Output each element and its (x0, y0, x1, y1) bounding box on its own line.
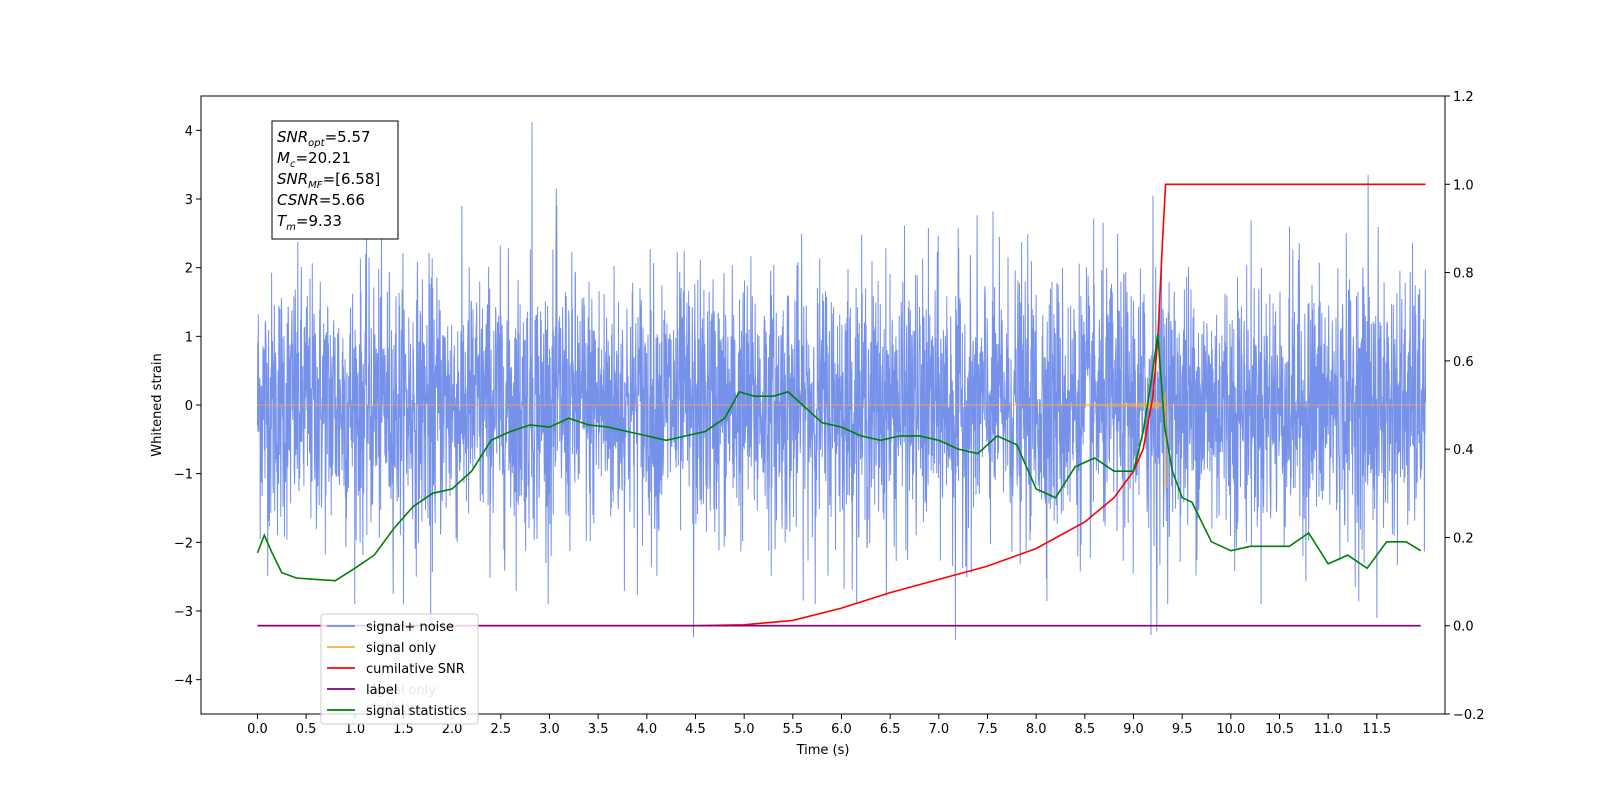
legend-label: signal only (366, 641, 436, 656)
y2-tick-label: 0.4 (1453, 443, 1474, 458)
annotation-line: Mc=20.21 (277, 149, 351, 170)
x-tick-label: 9.0 (1123, 722, 1144, 737)
series-signal-noise-line (257, 122, 1426, 640)
x-tick-label: 1.5 (393, 722, 414, 737)
x-tick-label: 8.5 (1074, 722, 1095, 737)
annotation-frame (271, 120, 399, 240)
series-cumilative-snr-line (257, 183, 1426, 627)
x-tick-label: 7.0 (928, 722, 949, 737)
x-tick-label: 2.5 (490, 722, 511, 737)
x-tick-label: 8.0 (1026, 722, 1047, 737)
x-tick-label: 2.0 (442, 722, 463, 737)
x-tick-label: 1.0 (344, 722, 365, 737)
legend: signal onlystatisticssignal+ noisesignal… (320, 613, 479, 725)
x-tick-label: 6.0 (831, 722, 852, 737)
legend-label: signal statistics (366, 704, 467, 719)
series-signal-statistics-line (256, 334, 1422, 582)
y-tick-label: 1 (185, 330, 193, 345)
y-tick-label: −3 (174, 605, 193, 620)
y2-tick-label: −0.2 (1453, 708, 1485, 723)
x-tick-label: 5.5 (782, 722, 803, 737)
annotation-box: SNRopt=5.57Mc=20.21SNRMF=[6.58]CSNR=5.66… (271, 120, 399, 240)
legend-label: signal+ noise (366, 620, 454, 635)
x-tick-label: 5.0 (734, 722, 755, 737)
x-tick-label: 10.5 (1265, 722, 1294, 737)
annotation-line: SNRopt=5.57 (277, 128, 371, 149)
legend-label: label (366, 683, 397, 698)
x-tick-label: 6.5 (880, 722, 901, 737)
x-tick-label: 3.5 (588, 722, 609, 737)
y-tick-label: 3 (185, 193, 193, 208)
y2-tick-label: 0.0 (1453, 620, 1474, 635)
y2-tick-label: 1.0 (1453, 178, 1474, 193)
y-tick-label: −1 (174, 468, 193, 483)
y-tick-label: 4 (185, 124, 193, 139)
legend-label: cumilative SNR (366, 662, 465, 677)
annotation-line: CSNR=5.66 (277, 191, 365, 209)
y2-tick-label: 0.6 (1453, 355, 1474, 370)
x-tick-label: 0.0 (247, 722, 268, 737)
x-tick-label: 10.0 (1216, 722, 1245, 737)
x-tick-label: 9.5 (1172, 722, 1193, 737)
x-tick-label: 0.5 (296, 722, 317, 737)
x-tick-label: 7.5 (977, 722, 998, 737)
y-tick-label: −4 (174, 674, 193, 689)
y-tick-label: 2 (185, 262, 193, 277)
y-tick-label: 0 (185, 399, 193, 414)
x-tick-label: 4.5 (685, 722, 706, 737)
x-tick-label: 11.0 (1314, 722, 1343, 737)
y2-tick-label: 1.2 (1453, 90, 1474, 105)
x-tick-label: 3.0 (539, 722, 560, 737)
y2-tick-label: 0.2 (1453, 531, 1474, 546)
legend-frame (320, 613, 479, 725)
annotation-line: SNRMF=[6.58] (277, 170, 380, 191)
annotation-line: Tm=9.33 (277, 212, 342, 233)
y-tick-label: −2 (174, 536, 193, 551)
series-signal-only-line (257, 391, 1426, 488)
x-tick-label: 4.0 (636, 722, 657, 737)
x-tick-label: 11.5 (1362, 722, 1391, 737)
y2-tick-label: 0.8 (1453, 267, 1474, 282)
ticks-layer: 0.0 0.5 1.0 1.5 2.0 2.5 3.0 3.5 4.0 4.5 5.0 5.5 6.0 6… (174, 90, 1485, 737)
series-layer (256, 122, 1426, 640)
x-axis-label: Time (s) (796, 743, 850, 758)
y-axis-label: Whitened strain (150, 353, 165, 456)
